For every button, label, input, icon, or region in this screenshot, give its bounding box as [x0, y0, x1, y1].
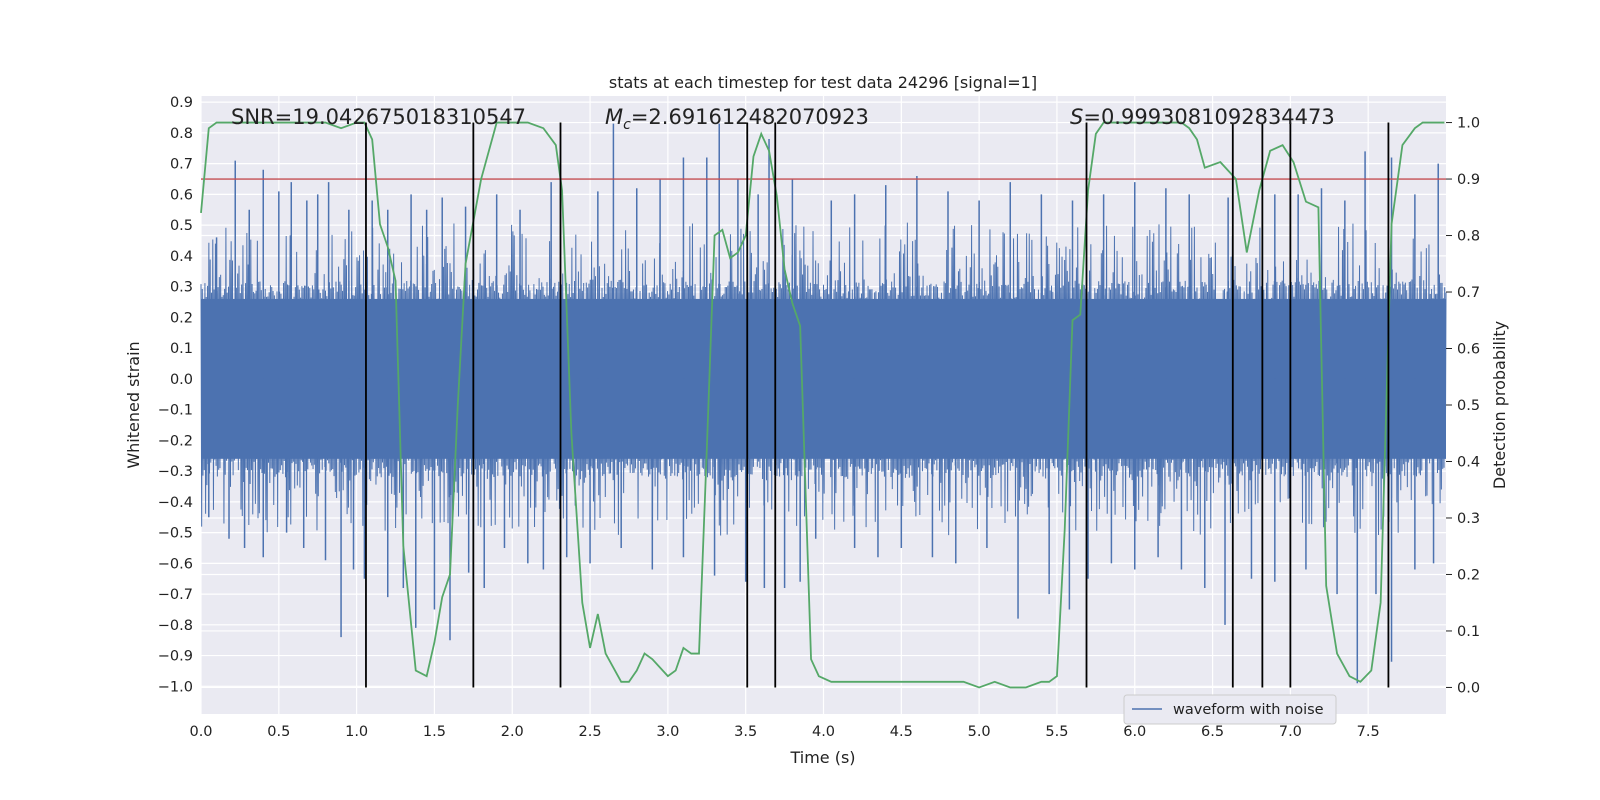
- x-tick-label: 1.0: [345, 724, 368, 740]
- x-ticks: 0.0 0.5 1.0 1.5 2.0 2.5 3.0 3.5 4.0 4.5 5.0 5.5 6.0 6…: [189, 724, 1379, 740]
- x-tick-label: 5.0: [968, 724, 991, 740]
- y2-tick-label: 0.4: [1457, 454, 1480, 470]
- snr-annotation: SNR=19.042675018310547: [231, 105, 526, 129]
- y2-tick-label: 0.9: [1457, 172, 1480, 188]
- detection-vlines: [365, 122, 1390, 688]
- y-axis-label: Whitened strain: [124, 341, 143, 468]
- y-tick-label: −1.0: [158, 679, 193, 695]
- x-tick-label: 5.5: [1045, 724, 1068, 740]
- legend: waveform with noise: [1123, 694, 1337, 725]
- chirp-mass-annotation: Mc=2.691612482070923: [605, 105, 869, 133]
- y-tick-label: −0.3: [158, 464, 193, 480]
- y-tick-label: 0.8: [170, 126, 193, 142]
- y-tick-label: 0.4: [170, 249, 193, 265]
- mc-symbol: M: [605, 105, 623, 129]
- y-tick-label: 0.9: [170, 95, 193, 111]
- y-tick-label: 0.7: [170, 157, 193, 173]
- y2-tick-label: 0.5: [1457, 398, 1480, 414]
- legend-box: [1123, 694, 1337, 725]
- y2-tick-label: 1.0: [1457, 116, 1480, 132]
- y-tick-label: −0.6: [158, 556, 193, 572]
- probability-line: [200, 121, 1445, 689]
- mc-subscript: c: [623, 117, 631, 133]
- y-tick-label: 0.3: [170, 280, 193, 296]
- x-tick-label: 3.5: [734, 724, 757, 740]
- x-tick-label: 0.5: [267, 724, 290, 740]
- chart-title: stats at each timestep for test data 242…: [609, 73, 1037, 92]
- y2-tick-label: 0.6: [1457, 342, 1480, 358]
- mc-value: =2.691612482070923: [631, 105, 869, 129]
- x-axis-label: Time (s): [789, 748, 855, 767]
- y-tick-label: −0.2: [158, 433, 193, 449]
- x-tick-label: 7.5: [1357, 724, 1380, 740]
- right-y-ticks: 1.0 0.9 0.8 0.7 0.6 0.5 0.4 0.3 0.2 0.1 0.0: [1446, 116, 1480, 696]
- y-tick-label: −0.8: [158, 618, 193, 634]
- x-tick-label: 0.0: [189, 724, 212, 740]
- y2-axis-label: Detection probability: [1490, 321, 1509, 489]
- left-y-ticks: 0.9 0.8 0.7 0.6 0.5 0.4 0.3 0.2 0.1 0.0 −0.1 −0.2 −0…: [158, 95, 193, 695]
- y-tick-label: 0.0: [170, 372, 193, 388]
- s-value: =0.9993081092834473: [1083, 105, 1334, 129]
- x-tick-label: 6.5: [1201, 724, 1224, 740]
- y-tick-label: 0.6: [170, 187, 193, 203]
- y-tick-label: 0.1: [170, 341, 193, 357]
- x-tick-label: 2.5: [579, 724, 602, 740]
- x-tick-label: 4.0: [812, 724, 835, 740]
- y2-tick-label: 0.3: [1457, 511, 1480, 527]
- s-symbol: S: [1070, 105, 1083, 129]
- waveform-series: [200, 123, 1447, 684]
- x-tick-label: 3.0: [656, 724, 679, 740]
- x-tick-label: 7.0: [1279, 724, 1302, 740]
- legend-label-waveform: waveform with noise: [1173, 702, 1324, 718]
- y2-tick-label: 0.8: [1457, 229, 1480, 245]
- y-tick-label: 0.2: [170, 310, 193, 326]
- y2-tick-label: 0.1: [1457, 624, 1480, 640]
- probability-series: [200, 121, 1445, 689]
- x-tick-label: 6.0: [1123, 724, 1146, 740]
- y2-tick-label: 0.7: [1457, 285, 1480, 301]
- waveform-core-band: [201, 298, 1446, 459]
- y-tick-label: 0.5: [170, 218, 193, 234]
- y-tick-label: −0.7: [158, 587, 193, 603]
- x-tick-label: 4.5: [890, 724, 913, 740]
- y2-tick-label: 0.0: [1457, 680, 1480, 696]
- x-tick-label: 1.5: [423, 724, 446, 740]
- s-annotation: S=0.9993081092834473: [1070, 105, 1335, 129]
- y-tick-label: −0.9: [158, 649, 193, 665]
- y2-tick-label: 0.2: [1457, 567, 1480, 583]
- y-tick-label: −0.4: [158, 495, 193, 511]
- y-tick-label: −0.1: [158, 403, 193, 419]
- x-tick-label: 2.0: [501, 724, 524, 740]
- y-tick-label: −0.5: [158, 526, 193, 542]
